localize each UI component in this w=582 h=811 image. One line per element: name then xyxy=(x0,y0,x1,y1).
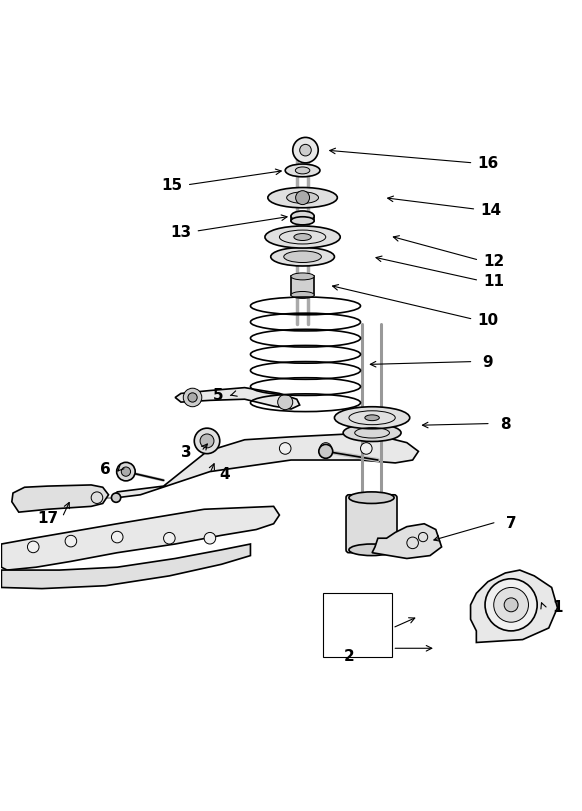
Circle shape xyxy=(278,395,293,410)
Text: 7: 7 xyxy=(506,515,516,530)
Circle shape xyxy=(183,388,202,407)
Ellipse shape xyxy=(284,251,321,264)
Circle shape xyxy=(204,533,216,544)
Circle shape xyxy=(200,435,214,448)
Circle shape xyxy=(319,445,333,459)
Ellipse shape xyxy=(343,425,401,442)
Text: 2: 2 xyxy=(343,648,354,663)
Ellipse shape xyxy=(268,188,338,208)
Circle shape xyxy=(360,443,372,455)
Ellipse shape xyxy=(291,273,314,281)
Text: 1: 1 xyxy=(552,599,563,614)
Text: 4: 4 xyxy=(219,466,230,481)
Circle shape xyxy=(300,145,311,157)
Circle shape xyxy=(111,532,123,543)
Polygon shape xyxy=(372,524,442,559)
Polygon shape xyxy=(175,388,300,410)
Circle shape xyxy=(320,443,332,455)
Ellipse shape xyxy=(295,168,310,174)
Ellipse shape xyxy=(365,415,379,421)
Text: 14: 14 xyxy=(480,203,502,217)
Circle shape xyxy=(121,467,130,477)
Ellipse shape xyxy=(294,234,311,241)
Ellipse shape xyxy=(291,292,314,299)
Text: 5: 5 xyxy=(213,388,224,402)
Bar xyxy=(291,277,314,295)
Text: 9: 9 xyxy=(482,354,494,370)
Text: 15: 15 xyxy=(162,178,183,193)
Text: 13: 13 xyxy=(171,225,191,239)
Text: 6: 6 xyxy=(100,461,111,477)
Ellipse shape xyxy=(271,248,335,267)
Polygon shape xyxy=(471,570,558,642)
Polygon shape xyxy=(12,485,109,513)
Circle shape xyxy=(27,542,39,553)
Polygon shape xyxy=(114,435,418,498)
Polygon shape xyxy=(1,507,279,570)
Text: 8: 8 xyxy=(500,417,510,431)
Text: 16: 16 xyxy=(477,157,499,171)
Text: 12: 12 xyxy=(483,253,505,268)
Circle shape xyxy=(65,535,77,547)
Text: 3: 3 xyxy=(182,444,192,459)
Text: 10: 10 xyxy=(477,312,499,328)
Circle shape xyxy=(279,443,291,455)
Ellipse shape xyxy=(285,165,320,178)
Circle shape xyxy=(111,493,120,503)
Ellipse shape xyxy=(349,492,394,504)
Circle shape xyxy=(194,429,220,454)
Ellipse shape xyxy=(291,212,314,222)
Ellipse shape xyxy=(291,217,314,225)
Circle shape xyxy=(504,599,518,612)
Circle shape xyxy=(296,191,310,205)
Circle shape xyxy=(485,579,537,631)
Circle shape xyxy=(164,533,175,544)
Circle shape xyxy=(494,588,528,622)
Ellipse shape xyxy=(265,227,340,249)
Ellipse shape xyxy=(287,192,318,204)
Text: 11: 11 xyxy=(483,273,504,289)
Circle shape xyxy=(116,463,135,481)
Text: 17: 17 xyxy=(37,510,58,526)
Polygon shape xyxy=(1,544,250,589)
Bar xyxy=(323,594,392,657)
FancyBboxPatch shape xyxy=(346,496,397,553)
Circle shape xyxy=(293,138,318,164)
Ellipse shape xyxy=(349,544,394,556)
Ellipse shape xyxy=(335,407,410,429)
Circle shape xyxy=(188,393,197,402)
